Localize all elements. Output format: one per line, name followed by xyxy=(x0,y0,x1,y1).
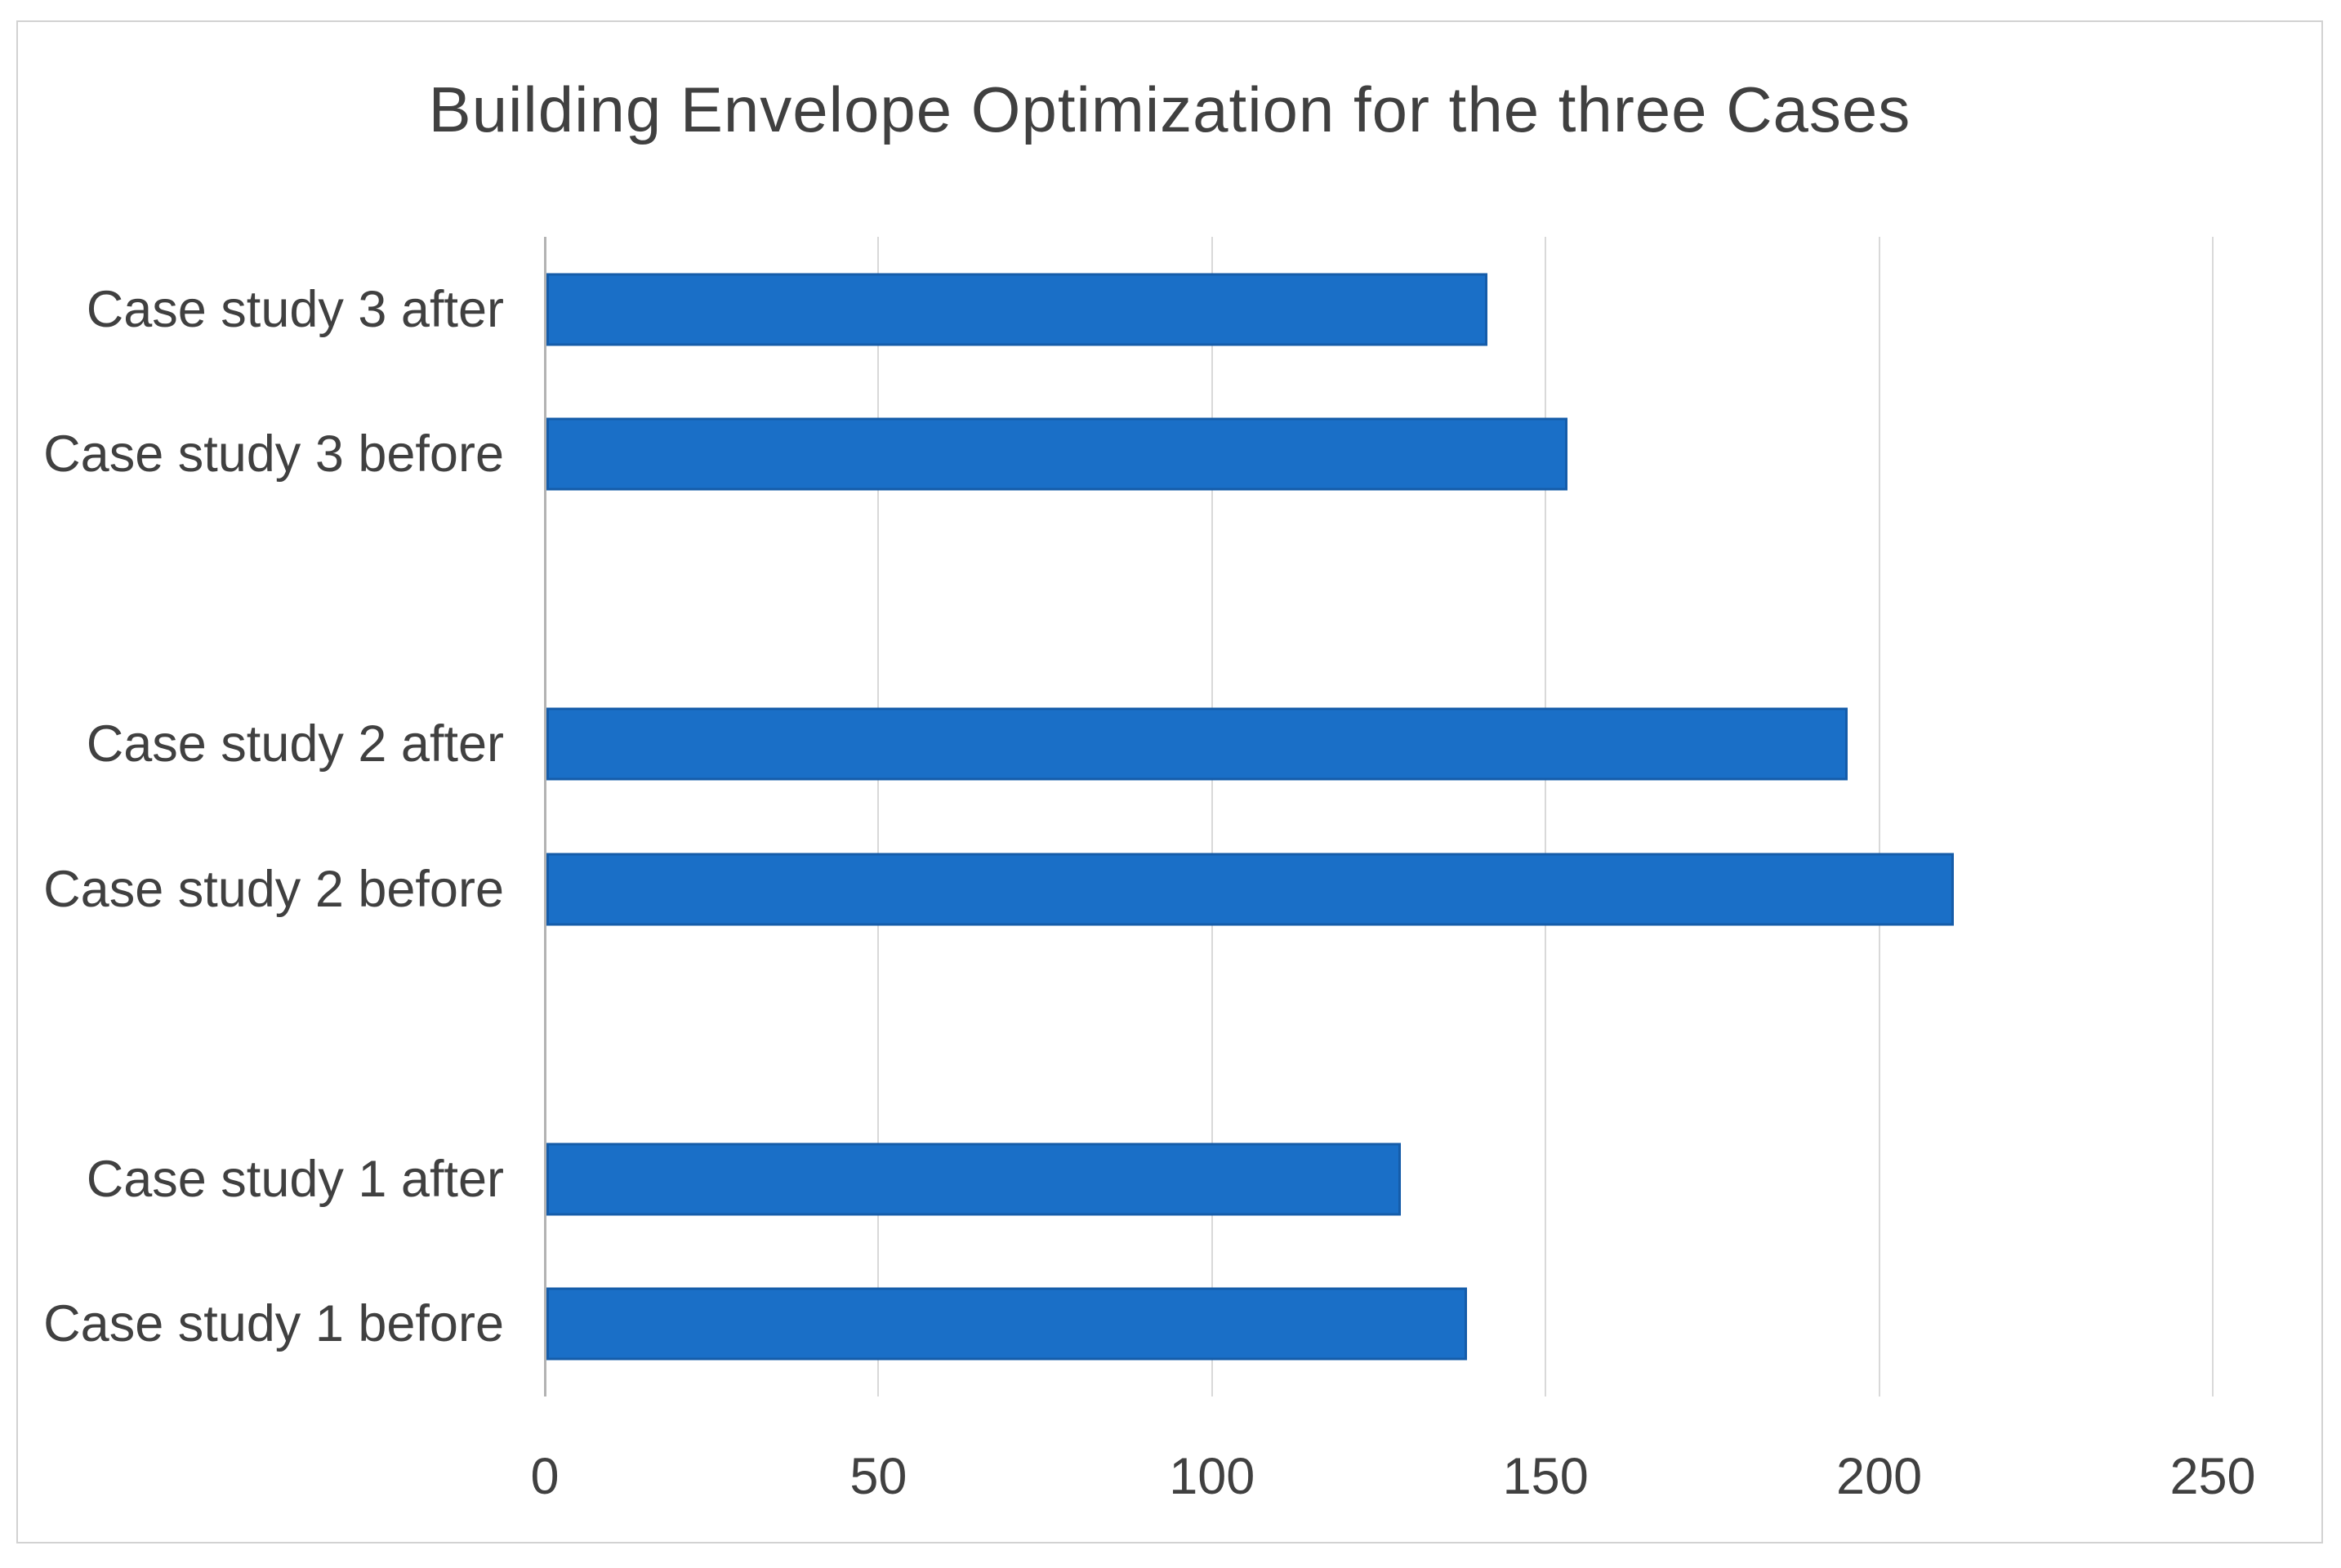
x-axis-tick-labels: 0 50 100 150 200 250 xyxy=(530,1447,2255,1521)
x-tick-label-200: 200 xyxy=(1836,1448,1923,1505)
bar-case-study-1-before xyxy=(546,1287,1468,1361)
gridline-x-150 xyxy=(1545,237,1547,1396)
bar-case-study-3-after xyxy=(546,273,1487,346)
gridline-x-50 xyxy=(877,237,880,1396)
bar-row: Case study 2 after xyxy=(87,672,2213,817)
x-tick-label-150: 150 xyxy=(1502,1448,1589,1505)
gridline-x-100 xyxy=(1211,237,1213,1396)
chart-frame: Building Envelope Optimization for the t… xyxy=(16,20,2323,1544)
category-label: Case study 2 after xyxy=(86,715,504,773)
bar-case-study-3-before xyxy=(546,417,1567,491)
category-label: Case study 3 after xyxy=(86,280,504,338)
category-label: Case study 1 after xyxy=(86,1150,504,1208)
bar-case-study-1-after xyxy=(546,1143,1401,1216)
bar-rows-container: Case study 3 after Case study 3 before Cas… xyxy=(43,237,2213,1397)
bar-case-study-2-before xyxy=(546,853,1955,926)
plot-area: Case study 3 after Case study 3 before Cas… xyxy=(43,237,2214,1397)
bar-row: Case study 2 before xyxy=(43,817,2213,962)
spacer-row xyxy=(545,527,2213,672)
category-axis-line xyxy=(544,237,546,1396)
x-tick-label-50: 50 xyxy=(849,1448,907,1505)
category-label: Case study 1 before xyxy=(43,1295,504,1353)
bar-case-study-2-after xyxy=(546,707,1848,781)
bar-row: Case study 3 after xyxy=(87,237,2213,382)
x-tick-label-0: 0 xyxy=(530,1448,560,1505)
category-label: Case study 2 before xyxy=(43,860,504,918)
gridline-x-250 xyxy=(2212,237,2214,1396)
x-tick-label-100: 100 xyxy=(1169,1448,1255,1505)
bar-row: Case study 1 after xyxy=(87,1107,2213,1252)
bar-row: Case study 1 before xyxy=(43,1252,2213,1397)
chart-title: Building Envelope Optimization for the t… xyxy=(428,74,1911,145)
spacer-row xyxy=(545,962,2213,1107)
gridline-x-200 xyxy=(1878,237,1880,1396)
bar-row: Case study 3 before xyxy=(43,382,2213,528)
category-label: Case study 3 before xyxy=(43,425,504,483)
x-tick-label-250: 250 xyxy=(2169,1448,2256,1505)
